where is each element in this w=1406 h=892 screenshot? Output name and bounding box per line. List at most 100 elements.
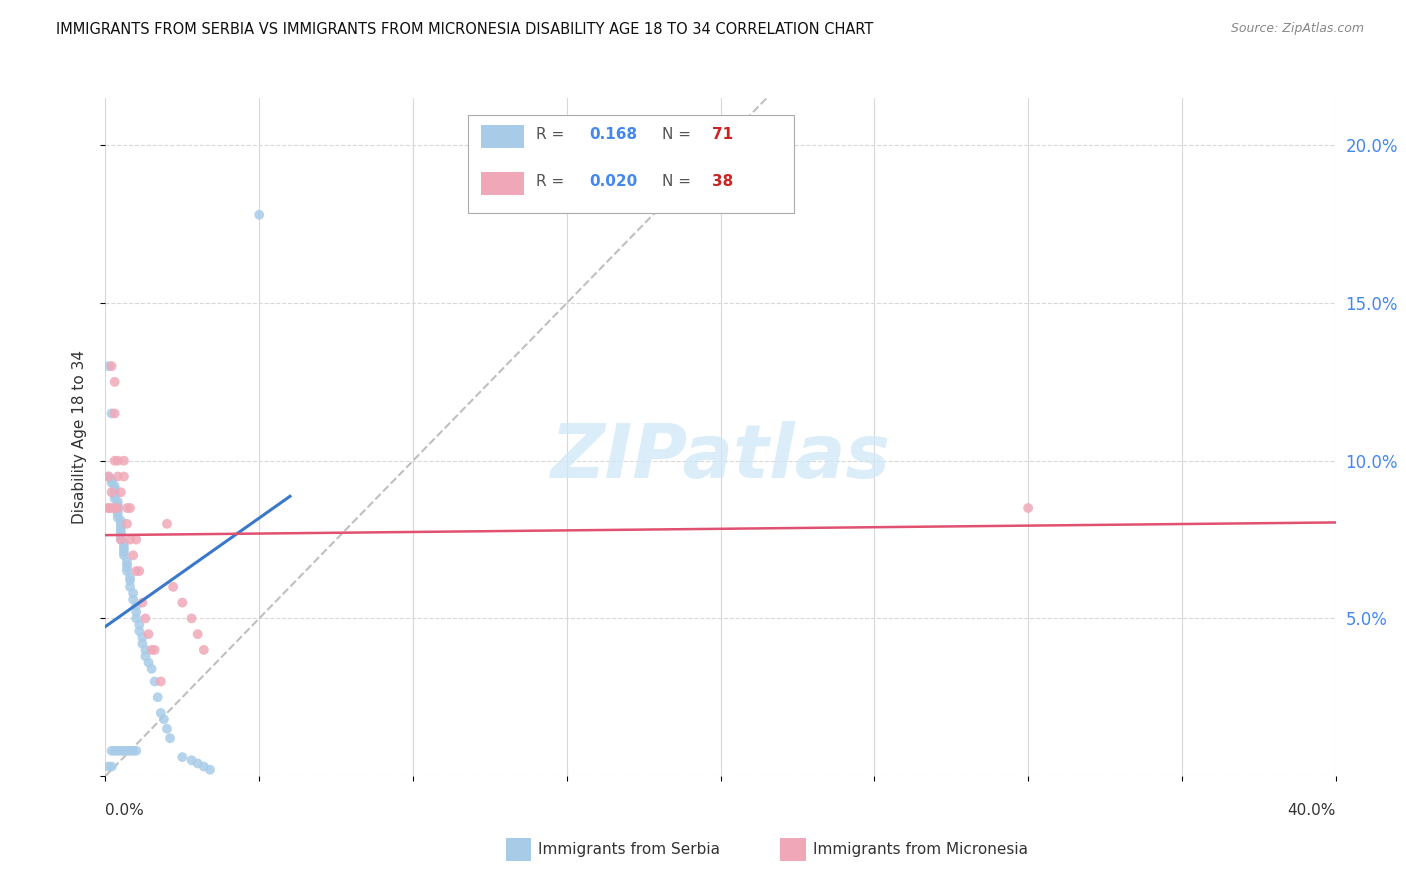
- Point: [134, 649, 156, 664]
- Point: [100, 744, 122, 758]
- Point: [110, 533, 132, 547]
- Point: [131, 630, 153, 644]
- Point: [110, 744, 132, 758]
- Point: [128, 624, 150, 638]
- Point: [146, 690, 169, 705]
- Point: [149, 674, 172, 689]
- Point: [134, 643, 156, 657]
- Point: [120, 580, 141, 594]
- Point: [172, 750, 194, 764]
- Point: [125, 611, 148, 625]
- Point: [100, 485, 122, 500]
- Point: [156, 516, 179, 531]
- Point: [107, 508, 129, 522]
- Point: [122, 549, 145, 563]
- Point: [104, 375, 127, 389]
- Point: [149, 706, 172, 720]
- Point: [110, 485, 132, 500]
- Point: [104, 485, 127, 500]
- Text: N =: N =: [662, 127, 696, 142]
- Point: [180, 611, 202, 625]
- Point: [100, 473, 122, 487]
- Point: [107, 501, 129, 516]
- Point: [138, 627, 160, 641]
- Point: [125, 564, 148, 578]
- Point: [115, 561, 138, 575]
- Point: [107, 454, 129, 468]
- Point: [112, 535, 135, 549]
- Point: [107, 494, 129, 508]
- Point: [193, 759, 215, 773]
- Point: [1017, 501, 1039, 516]
- Point: [110, 526, 132, 541]
- Point: [112, 539, 135, 553]
- Text: 38: 38: [711, 174, 733, 189]
- Point: [120, 744, 141, 758]
- Point: [115, 501, 138, 516]
- Point: [112, 541, 135, 556]
- Point: [141, 662, 163, 676]
- Point: [107, 744, 129, 758]
- Point: [143, 643, 166, 657]
- Point: [193, 643, 215, 657]
- Point: [120, 533, 141, 547]
- FancyBboxPatch shape: [468, 115, 794, 213]
- Point: [125, 744, 148, 758]
- Text: 71: 71: [711, 127, 733, 142]
- Point: [110, 523, 132, 537]
- Point: [100, 501, 122, 516]
- Point: [115, 516, 138, 531]
- Point: [122, 744, 145, 758]
- Point: [125, 605, 148, 619]
- Point: [187, 627, 209, 641]
- Point: [122, 586, 145, 600]
- Point: [156, 722, 179, 736]
- Point: [107, 498, 129, 512]
- Point: [100, 475, 122, 490]
- Text: 0.020: 0.020: [589, 174, 637, 189]
- Text: IMMIGRANTS FROM SERBIA VS IMMIGRANTS FROM MICRONESIA DISABILITY AGE 18 TO 34 COR: IMMIGRANTS FROM SERBIA VS IMMIGRANTS FRO…: [56, 22, 873, 37]
- Point: [97, 501, 120, 516]
- Point: [110, 520, 132, 534]
- Point: [187, 756, 209, 771]
- Point: [107, 510, 129, 524]
- Text: 40.0%: 40.0%: [1288, 803, 1336, 818]
- Text: Immigrants from Micronesia: Immigrants from Micronesia: [813, 842, 1028, 856]
- Point: [112, 549, 135, 563]
- Point: [120, 574, 141, 588]
- Point: [125, 533, 148, 547]
- Point: [104, 501, 127, 516]
- Point: [122, 592, 145, 607]
- Text: Immigrants from Serbia: Immigrants from Serbia: [538, 842, 720, 856]
- Point: [141, 643, 163, 657]
- Point: [107, 501, 129, 516]
- Point: [115, 744, 138, 758]
- Point: [100, 406, 122, 420]
- Point: [120, 501, 141, 516]
- Point: [104, 491, 127, 506]
- Point: [198, 763, 221, 777]
- Point: [97, 469, 120, 483]
- Point: [153, 712, 176, 726]
- Point: [107, 469, 129, 483]
- Point: [112, 545, 135, 559]
- Point: [128, 564, 150, 578]
- Point: [97, 759, 120, 773]
- Point: [112, 454, 135, 468]
- Point: [131, 637, 153, 651]
- Point: [104, 482, 127, 496]
- Point: [104, 488, 127, 502]
- Point: [143, 674, 166, 689]
- Text: Source: ZipAtlas.com: Source: ZipAtlas.com: [1230, 22, 1364, 36]
- Point: [104, 744, 127, 758]
- Point: [100, 759, 122, 773]
- Point: [97, 501, 120, 516]
- Point: [128, 617, 150, 632]
- Point: [104, 406, 127, 420]
- Point: [134, 611, 156, 625]
- Bar: [481, 125, 523, 147]
- Point: [125, 599, 148, 613]
- Point: [97, 359, 120, 373]
- Point: [107, 504, 129, 518]
- Point: [110, 529, 132, 543]
